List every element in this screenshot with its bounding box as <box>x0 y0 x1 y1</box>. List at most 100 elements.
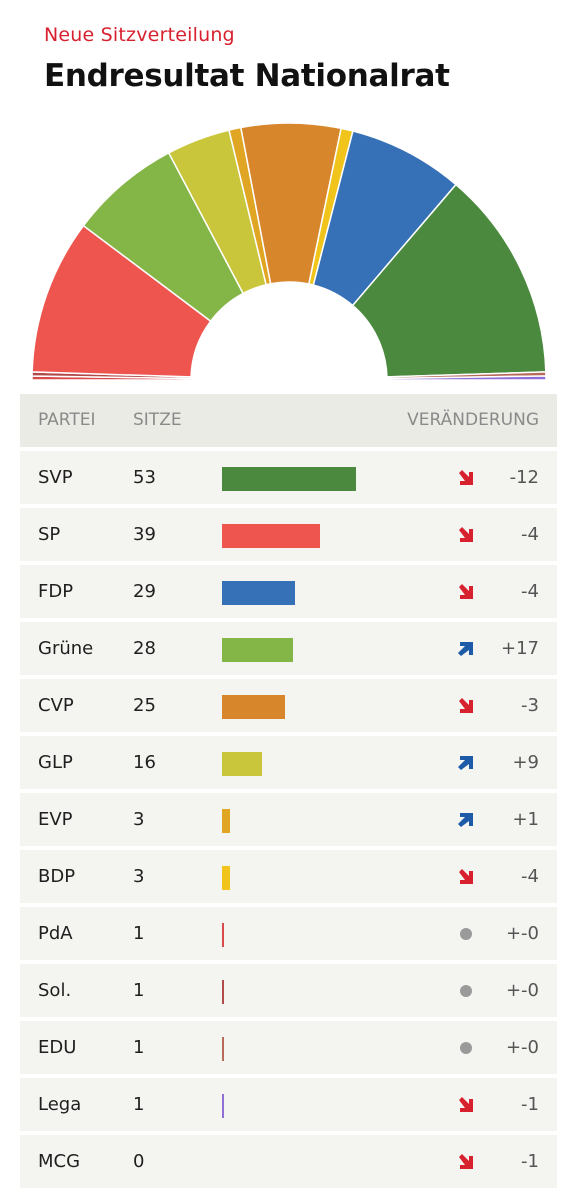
arrow-down-right-icon <box>459 470 473 485</box>
table-row: MCG 0 -1 <box>20 1135 557 1188</box>
party-name: SVP <box>38 467 73 488</box>
party-name: Sol. <box>38 980 72 1001</box>
trend-icon <box>458 756 473 770</box>
seat-change: +-0 <box>505 923 539 944</box>
trend-icon <box>460 1042 472 1054</box>
seat-count: 29 <box>133 581 156 602</box>
party-name: FDP <box>38 581 74 602</box>
seat-bar <box>222 638 293 662</box>
arrow-up-right-icon <box>458 813 473 827</box>
seat-bar <box>222 524 321 548</box>
trend-icon <box>459 698 473 713</box>
seat-change: -12 <box>509 467 539 488</box>
table-row: GLP 16 +9 <box>20 736 557 789</box>
party-name: EDU <box>38 1037 77 1058</box>
header-party: PARTEI <box>38 410 96 430</box>
party-name: Lega <box>38 1094 82 1115</box>
trend-icon <box>459 1154 473 1169</box>
seat-count: 0 <box>133 1151 145 1172</box>
trend-icon <box>459 584 473 599</box>
seat-change: -3 <box>521 695 539 716</box>
seat-count: 3 <box>133 866 145 887</box>
table-row: FDP 29 -4 <box>20 565 557 618</box>
dot-icon <box>460 985 472 997</box>
seat-count: 16 <box>133 752 156 773</box>
seat-change: -1 <box>521 1094 539 1115</box>
trend-icon <box>458 813 473 827</box>
seat-count: 1 <box>133 923 145 944</box>
seat-count: 25 <box>133 695 156 716</box>
table-row: EVP 3 +1 <box>20 793 557 846</box>
seat-count: 39 <box>133 524 156 545</box>
seat-bar <box>222 923 224 947</box>
seat-change: +-0 <box>505 980 539 1001</box>
trend-icon <box>460 985 472 997</box>
seat-change: +1 <box>512 809 539 830</box>
party-name: SP <box>38 524 61 545</box>
kicker-label: Neue Sitzverteilung <box>44 24 235 46</box>
seat-change: -4 <box>521 581 539 602</box>
hemicycle-segment-svp <box>351 183 547 378</box>
dot-icon <box>460 928 472 940</box>
seat-bar <box>222 809 230 833</box>
seat-bar <box>222 1094 224 1118</box>
arrow-up-right-icon <box>458 642 473 656</box>
trend-icon <box>458 642 473 656</box>
party-name: CVP <box>38 695 74 716</box>
table-row: Lega 1 -1 <box>20 1078 557 1131</box>
table-row: BDP 3 -4 <box>20 850 557 903</box>
seat-count: 1 <box>133 1094 145 1115</box>
seat-count: 1 <box>133 1037 145 1058</box>
table-row: SVP 53 -12 <box>20 451 557 504</box>
arrow-down-right-icon <box>459 1097 473 1112</box>
seat-bar <box>222 467 356 491</box>
table-row: SP 39 -4 <box>20 508 557 561</box>
arrow-down-right-icon <box>459 584 473 599</box>
party-name: Grüne <box>38 638 94 659</box>
seat-change: -4 <box>521 866 539 887</box>
header-seats: SITZE <box>133 410 182 430</box>
seat-change: +17 <box>501 638 539 659</box>
trend-icon <box>460 928 472 940</box>
trend-icon <box>459 869 473 884</box>
trend-icon <box>459 470 473 485</box>
table-row: EDU 1 +-0 <box>20 1021 557 1074</box>
page-title: Endresultat Nationalrat <box>44 58 450 94</box>
arrow-down-right-icon <box>459 527 473 542</box>
table-header: PARTEI SITZE VERÄNDERUNG <box>20 394 557 447</box>
party-name: EVP <box>38 809 73 830</box>
party-name: MCG <box>38 1151 81 1172</box>
party-name: PdA <box>38 923 73 944</box>
results-table: PARTEI SITZE VERÄNDERUNG SVP 53 -12 SP 39 -4 F… <box>20 394 557 1188</box>
party-name: BDP <box>38 866 76 887</box>
seat-change: -1 <box>521 1151 539 1172</box>
seat-count: 28 <box>133 638 156 659</box>
arrow-down-right-icon <box>459 869 473 884</box>
seat-change: -4 <box>521 524 539 545</box>
seat-bar <box>222 752 263 776</box>
arrow-up-right-icon <box>458 756 473 770</box>
seat-bar <box>222 866 230 890</box>
seat-change: +9 <box>512 752 539 773</box>
header-change: VERÄNDERUNG <box>407 410 539 430</box>
seat-change: +-0 <box>505 1037 539 1058</box>
trend-icon <box>459 1097 473 1112</box>
seat-bar <box>222 581 296 605</box>
table-row: CVP 25 -3 <box>20 679 557 732</box>
dot-icon <box>460 1042 472 1054</box>
hemicycle-segment-lega <box>386 375 547 381</box>
trend-icon <box>459 527 473 542</box>
table-row: Sol. 1 +-0 <box>20 964 557 1017</box>
arrow-down-right-icon <box>459 698 473 713</box>
table-row: Grüne 28 +17 <box>20 622 557 675</box>
seat-bar <box>222 1037 224 1061</box>
party-name: GLP <box>38 752 73 773</box>
seat-count: 53 <box>133 467 156 488</box>
hemicycle-chart <box>31 122 547 381</box>
seat-count: 3 <box>133 809 145 830</box>
seat-bar <box>222 695 285 719</box>
seat-count: 1 <box>133 980 145 1001</box>
table-row: PdA 1 +-0 <box>20 907 557 960</box>
arrow-down-right-icon <box>459 1154 473 1169</box>
